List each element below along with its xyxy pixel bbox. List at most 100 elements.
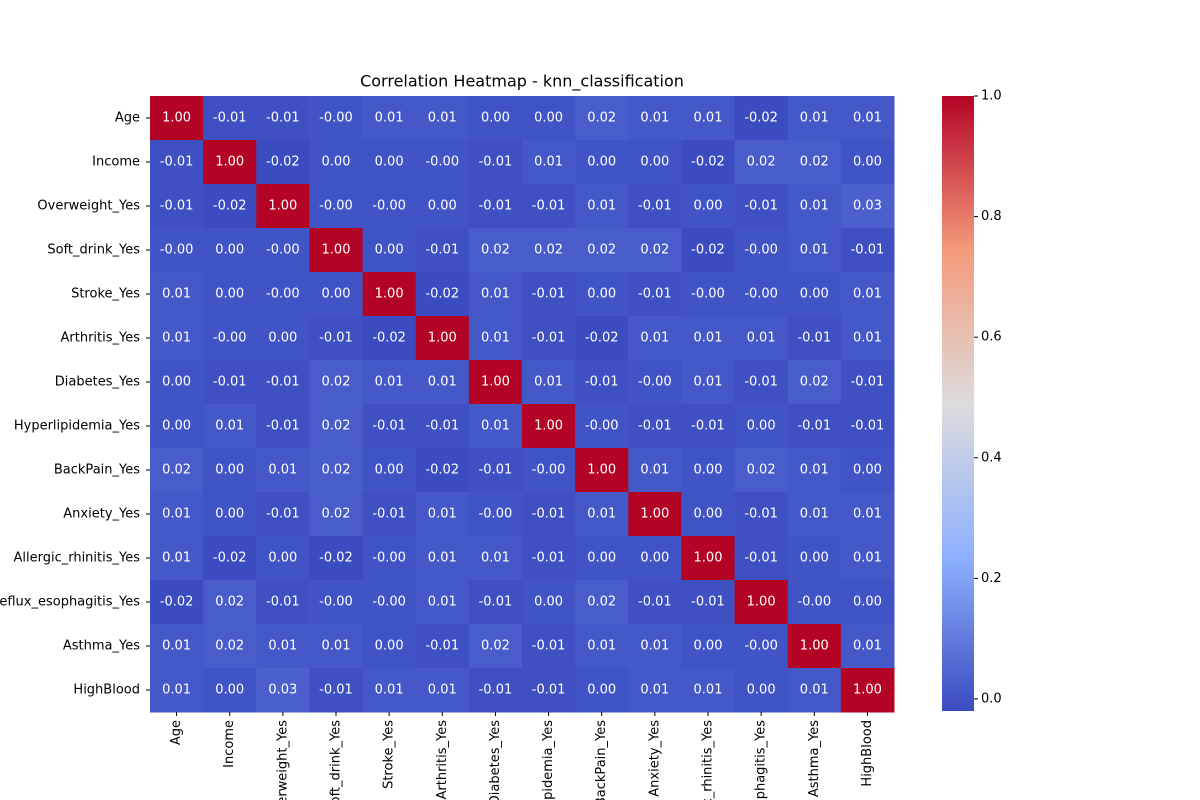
heatmap-cell — [787, 536, 842, 581]
cell-label: 0.00 — [587, 155, 616, 170]
heatmap-cell — [362, 272, 417, 317]
heatmap-cell — [256, 272, 310, 317]
heatmap-cell — [575, 668, 629, 713]
cell-label: 0.00 — [587, 551, 616, 566]
cell-label: 1.00 — [215, 155, 244, 170]
heatmap-cell — [203, 536, 257, 581]
cell-label: -0.01 — [638, 419, 672, 434]
cell-label: -0.01 — [266, 375, 300, 390]
cell-label: 0.01 — [162, 683, 191, 698]
colorbar — [942, 96, 974, 711]
cell-label: 0.00 — [215, 287, 244, 302]
heatmap-cell — [628, 360, 682, 405]
heatmap-cell — [203, 580, 257, 625]
colorbar-tick-label: 0.4 — [981, 450, 1002, 465]
heatmap-cell — [840, 492, 895, 537]
cell-label: -0.01 — [160, 199, 194, 214]
x-tick-label: Arthritis_Yes — [435, 720, 450, 800]
heatmap-cell — [734, 140, 789, 185]
heatmap-cell — [628, 580, 682, 625]
cell-label: -0.01 — [479, 463, 513, 478]
heatmap-cell — [787, 96, 842, 141]
heatmap-cell — [309, 536, 364, 581]
cell-label: 0.01 — [800, 199, 829, 214]
heatmap-cell — [840, 272, 895, 317]
cell-label: 0.00 — [694, 639, 723, 654]
heatmap-cell — [309, 96, 364, 141]
heatmap-cell — [522, 668, 576, 713]
heatmap-cell — [575, 360, 629, 405]
cell-label: 1.00 — [534, 419, 563, 434]
heatmap-cell — [362, 140, 417, 185]
x-tick-label: Hyperlipidemia_Yes — [541, 720, 556, 800]
heatmap-cell — [415, 140, 470, 185]
heatmap-cell — [309, 272, 364, 317]
cell-label: 0.02 — [162, 463, 191, 478]
heatmap-cell — [681, 228, 736, 273]
cell-label: -0.01 — [319, 331, 353, 346]
heatmap-cell — [575, 492, 629, 537]
cell-label: 0.00 — [375, 243, 404, 258]
heatmap-cell — [840, 448, 895, 493]
heatmap-cell — [681, 536, 736, 581]
heatmap-cell — [203, 448, 257, 493]
heatmap-cell — [415, 316, 470, 361]
heatmap-cell — [309, 668, 364, 713]
cell-label: -0.01 — [585, 375, 619, 390]
cell-label: 0.00 — [162, 419, 191, 434]
heatmap-cell — [840, 228, 895, 273]
cell-label: 0.01 — [268, 639, 297, 654]
heatmap-cell — [468, 492, 523, 537]
heatmap-cell — [309, 448, 364, 493]
y-tick-label: Reflux_esophagitis_Yes — [0, 595, 140, 610]
heatmap-cell — [840, 580, 895, 625]
cell-label: 1.00 — [375, 287, 404, 302]
cell-label: 0.01 — [694, 375, 723, 390]
heatmap-cell — [150, 272, 204, 317]
heatmap-cell — [628, 272, 682, 317]
cell-label: 0.02 — [322, 375, 351, 390]
heatmap-cell — [256, 404, 310, 449]
heatmap-cell — [734, 96, 789, 141]
cell-label: -0.02 — [213, 551, 247, 566]
cell-label: 1.00 — [268, 199, 297, 214]
cell-label: -0.02 — [160, 595, 194, 610]
heatmap-cell — [468, 580, 523, 625]
heatmap-cell — [256, 360, 310, 405]
cell-label: 0.02 — [322, 419, 351, 434]
heatmap-cell — [628, 668, 682, 713]
heatmap-cell — [203, 360, 257, 405]
cell-label: 0.01 — [747, 331, 776, 346]
heatmap-cell — [256, 668, 310, 713]
cell-label: -0.00 — [319, 199, 353, 214]
heatmap-cell — [575, 448, 629, 493]
heatmap-cell — [150, 624, 204, 669]
heatmap-cell — [362, 184, 417, 229]
heatmap-cell — [522, 492, 576, 537]
heatmap-cell — [256, 536, 310, 581]
heatmap-cell — [468, 228, 523, 273]
cell-label: 0.00 — [747, 419, 776, 434]
cell-label: -0.01 — [425, 639, 459, 654]
cell-label: -0.00 — [744, 243, 778, 258]
cell-label: 0.01 — [640, 683, 669, 698]
cell-label: -0.00 — [479, 507, 513, 522]
heatmap-cell — [309, 404, 364, 449]
cell-label: -0.00 — [638, 375, 672, 390]
x-tick-label: Income — [222, 720, 237, 768]
heatmap-cell — [734, 580, 789, 625]
heatmap-cell — [150, 140, 204, 185]
cell-label: -0.01 — [479, 683, 513, 698]
colorbar-tick-label: 1.0 — [981, 89, 1002, 104]
heatmap-cell — [840, 624, 895, 669]
heatmap-cell — [362, 668, 417, 713]
heatmap-cell — [522, 96, 576, 141]
cell-label: 0.00 — [640, 551, 669, 566]
heatmap-cell — [362, 624, 417, 669]
cell-label: 0.02 — [215, 595, 244, 610]
cell-label: -0.01 — [638, 199, 672, 214]
heatmap-cell — [415, 404, 470, 449]
heatmap-cell — [681, 360, 736, 405]
cell-label: 0.02 — [747, 463, 776, 478]
cell-label: -0.02 — [691, 155, 725, 170]
